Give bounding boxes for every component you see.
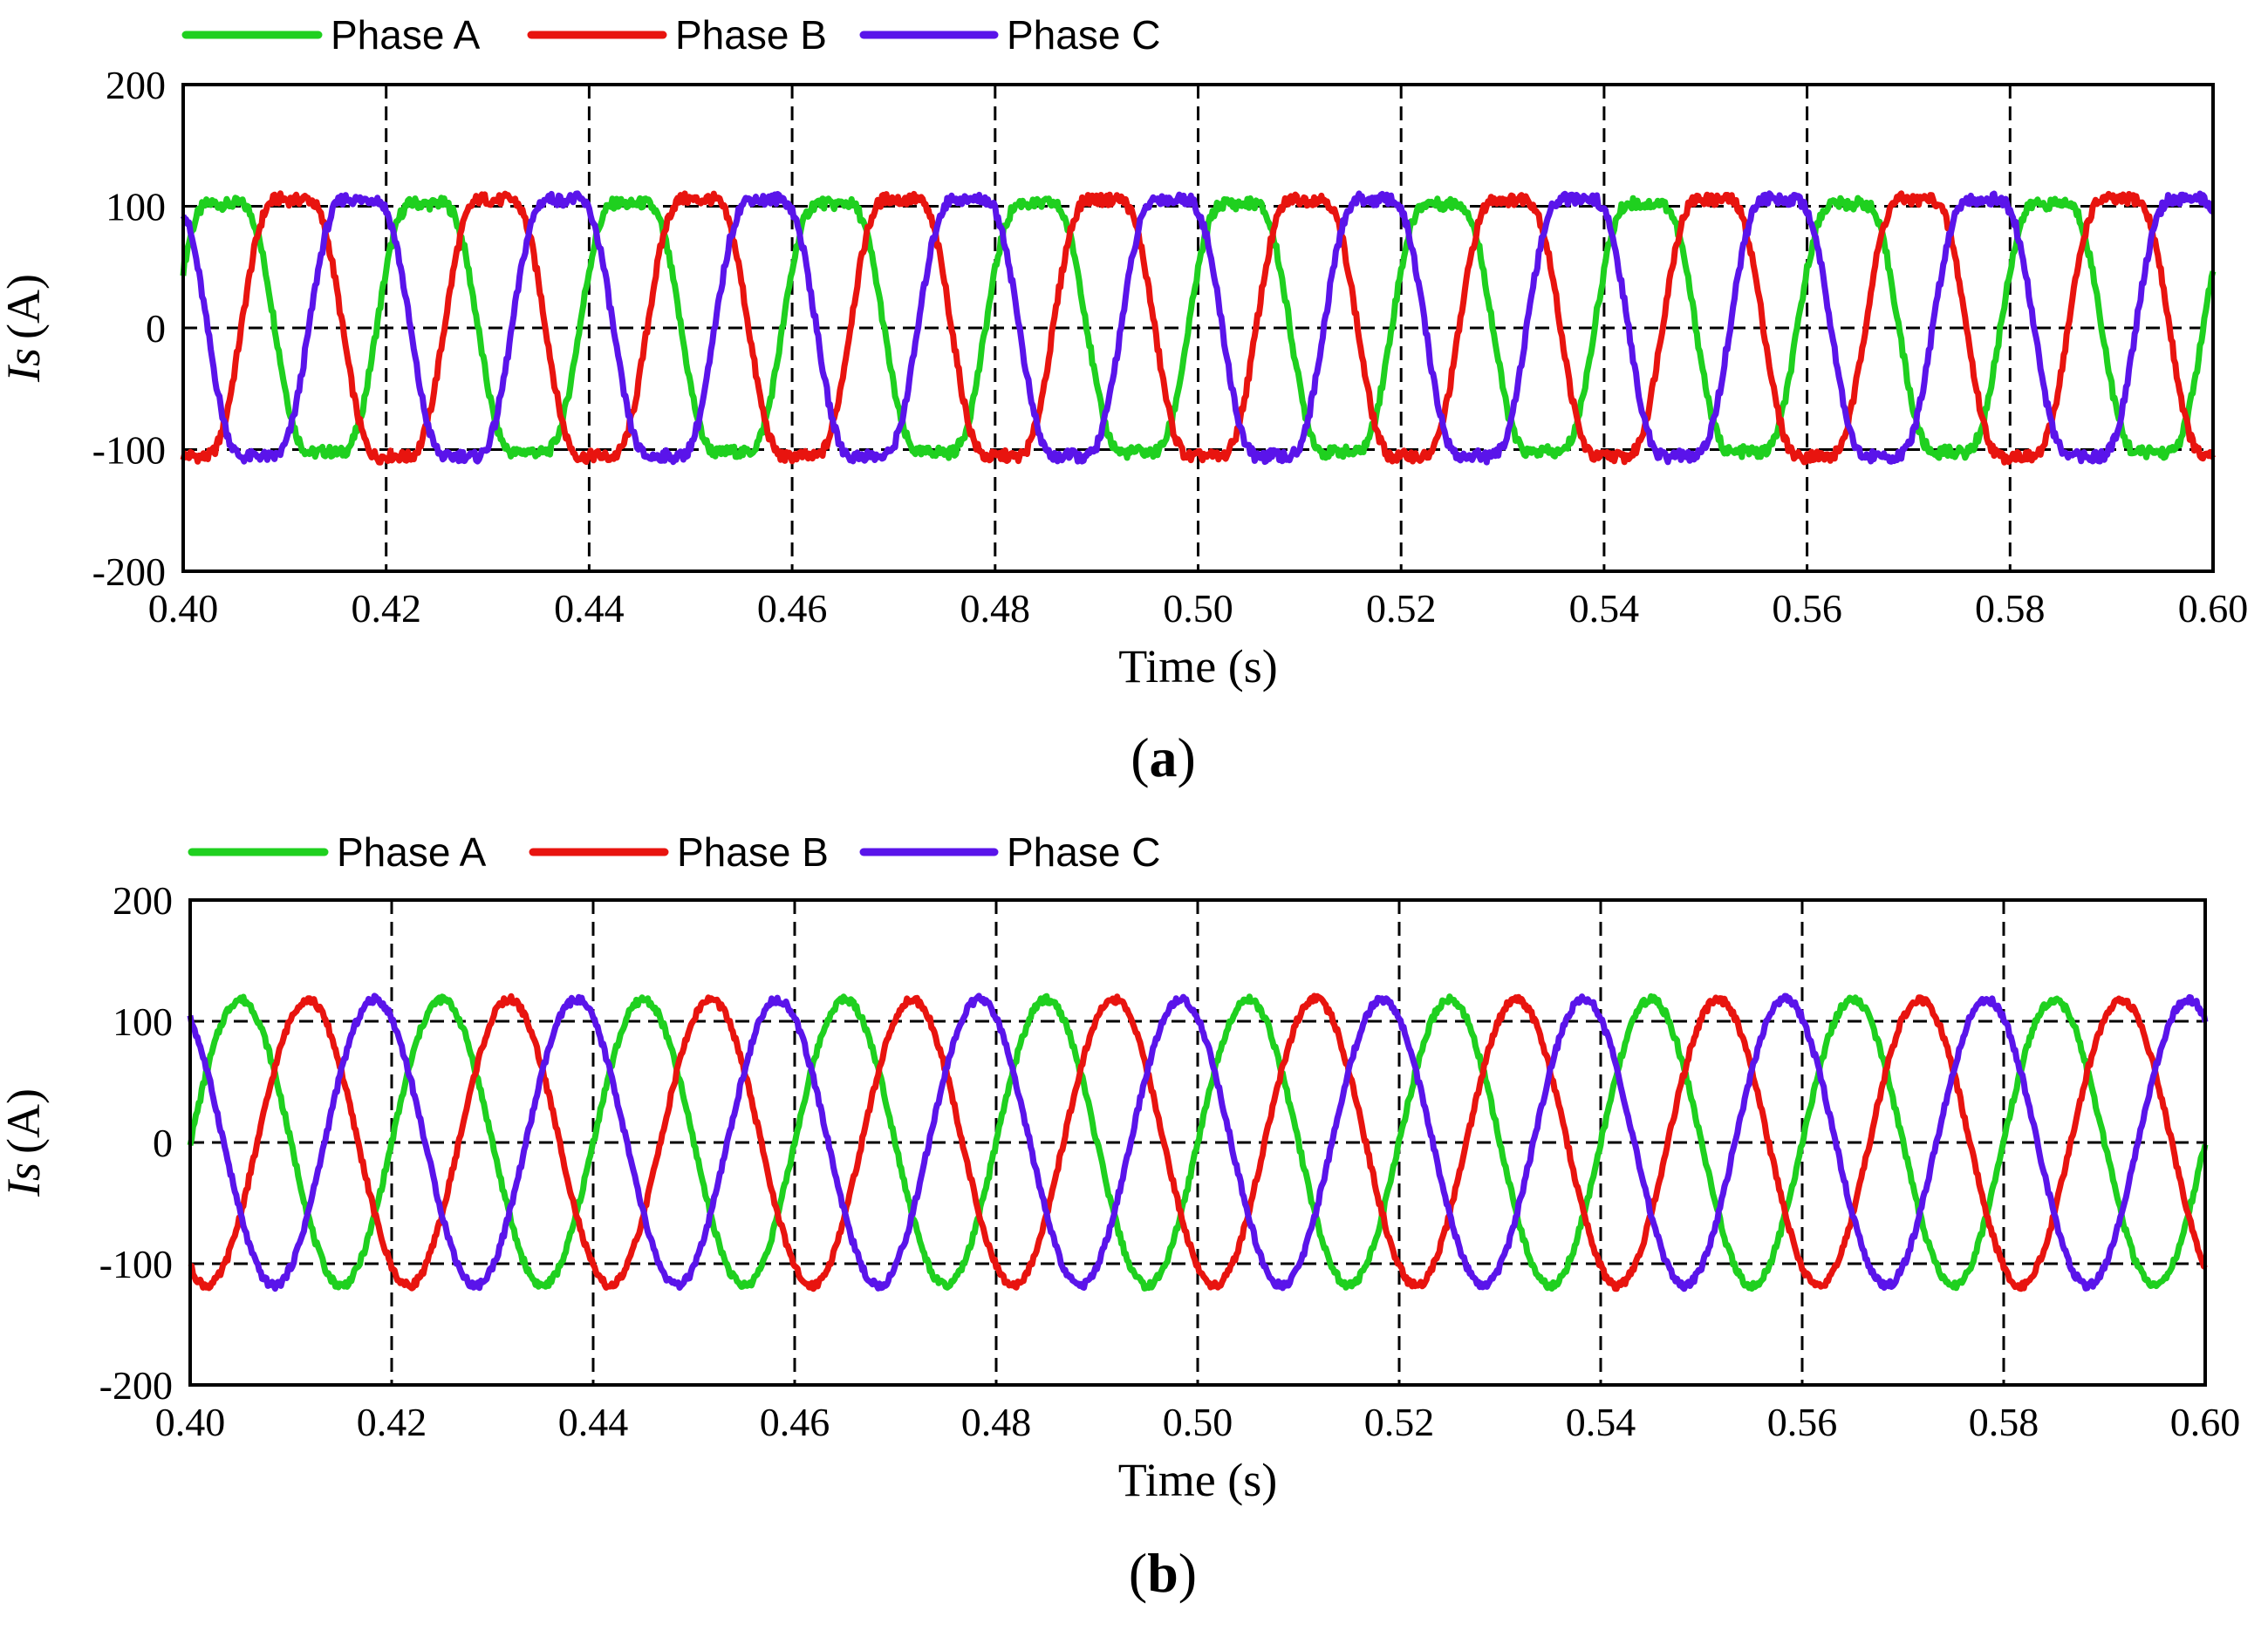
x-axis-label: Time (s)	[1118, 640, 1278, 692]
y-tick-label: 200	[106, 63, 166, 107]
series-line-phase-c	[187, 992, 2209, 1292]
y-tick-label: -200	[92, 549, 166, 594]
x-tick-label: 0.50	[1163, 586, 1233, 631]
plot-frame	[181, 83, 2215, 573]
legend-label: Phase A	[337, 829, 487, 875]
x-tick-label: 0.42	[351, 586, 421, 631]
x-tick-label: 0.60	[2178, 586, 2249, 631]
x-tick-label: 0.56	[1767, 1400, 1838, 1444]
series-line-phase-a	[180, 194, 2217, 461]
x-tick-label: 0.58	[1969, 1400, 2039, 1444]
series-line-phase-c	[180, 190, 2215, 466]
series-line-phase-a	[187, 992, 2209, 1292]
x-tick-label: 0.54	[1566, 1400, 1636, 1444]
y-tick-label: 100	[106, 185, 166, 229]
legend-label: Phase B	[677, 829, 829, 875]
x-tick-label: 0.54	[1569, 586, 1640, 631]
x-tick-label: 0.46	[757, 586, 828, 631]
y-axis-label-symbol: Is	[0, 1163, 50, 1197]
legend-label: Phase C	[1007, 12, 1160, 58]
x-tick-label: 0.52	[1366, 586, 1437, 631]
x-tick-label: 0.40	[155, 1400, 226, 1444]
y-tick-label: -100	[99, 1242, 173, 1286]
x-tick-label: 0.46	[760, 1400, 830, 1444]
legend-label: Phase A	[331, 12, 481, 58]
y-tick-label: -200	[99, 1363, 173, 1408]
x-tick-label: 0.42	[357, 1400, 427, 1444]
y-axis-label: Is (A)	[0, 274, 50, 383]
y-tick-label: 0	[153, 1121, 173, 1165]
y-tick-label: 0	[146, 306, 166, 351]
legend-label: Phase C	[1007, 829, 1160, 875]
x-tick-label: 0.56	[1772, 586, 1842, 631]
y-axis-label-unit: (A)	[0, 1088, 50, 1154]
plot-frame	[188, 898, 2207, 1387]
x-tick-label: 0.40	[148, 586, 219, 631]
y-axis-label-symbol: Is	[0, 348, 50, 383]
x-tick-label: 0.60	[2170, 1400, 2241, 1444]
x-tick-label: 0.44	[558, 1400, 629, 1444]
x-tick-label: 0.44	[554, 586, 625, 631]
y-tick-label: -100	[92, 428, 166, 473]
x-tick-label: 0.52	[1364, 1400, 1435, 1444]
y-tick-label: 200	[113, 878, 173, 923]
y-tick-label: 100	[113, 999, 173, 1044]
x-tick-label: 0.50	[1163, 1400, 1233, 1444]
legend-label: Phase B	[675, 12, 827, 58]
series-line-phase-b	[188, 992, 2208, 1292]
x-tick-label: 0.48	[960, 586, 1031, 631]
x-tick-label: 0.58	[1975, 586, 2046, 631]
y-axis-label-unit: (A)	[0, 274, 50, 339]
panel-label: (a)	[1131, 726, 1196, 788]
y-axis-label: Is (A)	[0, 1088, 50, 1197]
x-tick-label: 0.48	[961, 1400, 1032, 1444]
series-line-phase-b	[180, 190, 2216, 466]
x-axis-label: Time (s)	[1118, 1454, 1278, 1506]
panel-label: (b)	[1129, 1542, 1197, 1604]
